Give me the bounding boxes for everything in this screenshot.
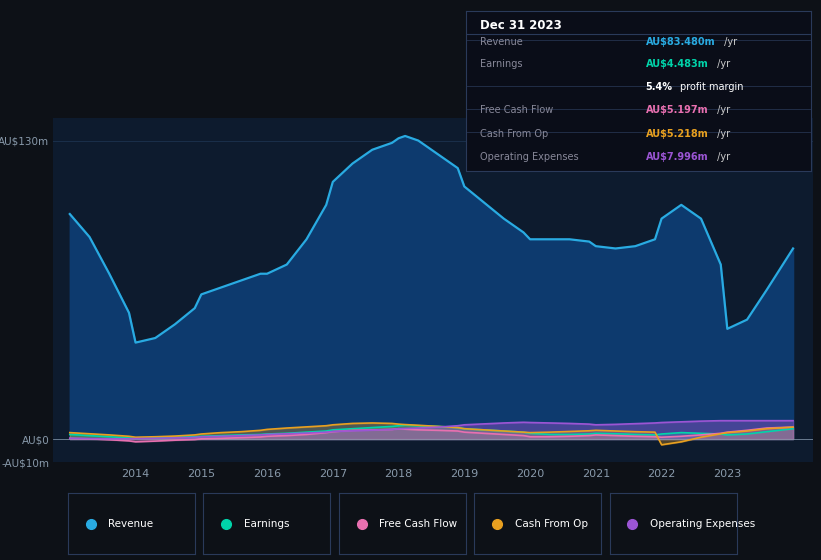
Text: /yr: /yr bbox=[714, 105, 730, 115]
Text: Cash From Op: Cash From Op bbox=[515, 519, 588, 529]
Text: AU$4.483m: AU$4.483m bbox=[645, 59, 709, 69]
Text: 5.4%: 5.4% bbox=[645, 82, 672, 92]
Text: AU$7.996m: AU$7.996m bbox=[645, 152, 709, 162]
Text: AU$5.218m: AU$5.218m bbox=[645, 128, 709, 138]
Text: /yr: /yr bbox=[714, 59, 730, 69]
Text: Revenue: Revenue bbox=[108, 519, 154, 529]
Text: profit margin: profit margin bbox=[680, 82, 744, 92]
Text: AU$83.480m: AU$83.480m bbox=[645, 37, 715, 46]
Text: Earnings: Earnings bbox=[244, 519, 290, 529]
Text: /yr: /yr bbox=[714, 128, 730, 138]
Text: Operating Expenses: Operating Expenses bbox=[480, 152, 579, 162]
Text: Free Cash Flow: Free Cash Flow bbox=[379, 519, 457, 529]
Text: AU$5.197m: AU$5.197m bbox=[645, 105, 709, 115]
Text: Earnings: Earnings bbox=[480, 59, 523, 69]
Text: /yr: /yr bbox=[722, 37, 737, 46]
Text: /yr: /yr bbox=[714, 152, 730, 162]
Text: Dec 31 2023: Dec 31 2023 bbox=[480, 19, 562, 32]
Text: Revenue: Revenue bbox=[480, 37, 523, 46]
Text: Operating Expenses: Operating Expenses bbox=[650, 519, 755, 529]
Text: Free Cash Flow: Free Cash Flow bbox=[480, 105, 553, 115]
Text: Cash From Op: Cash From Op bbox=[480, 128, 548, 138]
